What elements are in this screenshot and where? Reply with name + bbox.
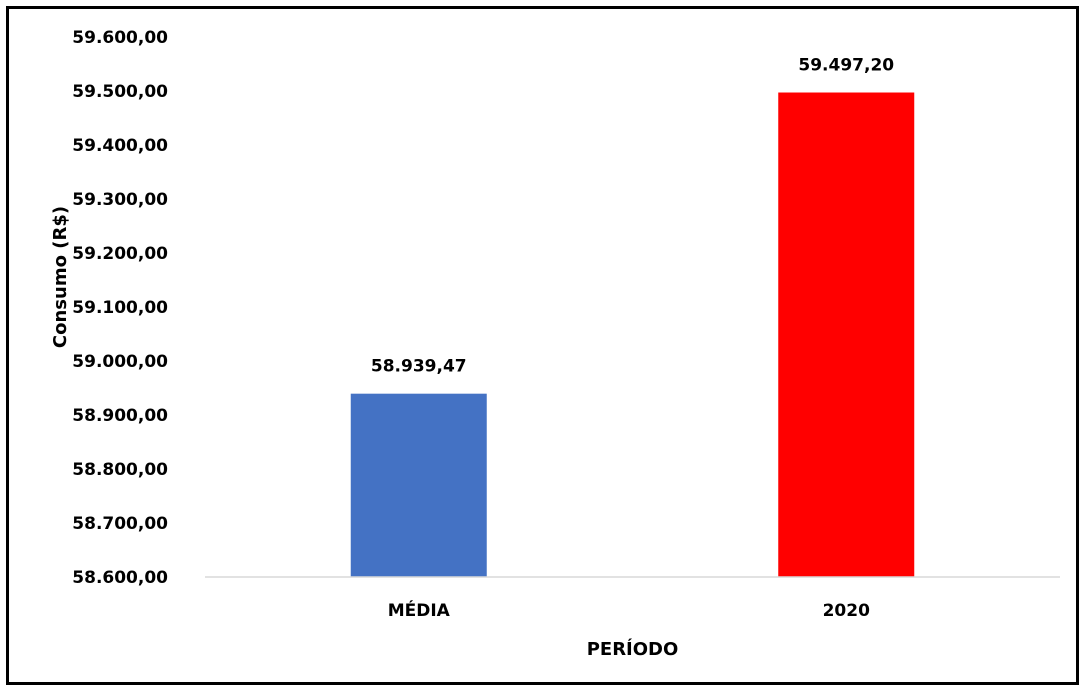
y-tick-label: 58.700,00	[72, 514, 168, 534]
y-tick-label: 59.400,00	[72, 136, 168, 156]
y-axis-ticks: 58.600,00 58.700,00 58.800,00 58.900,00 59.0…	[72, 28, 168, 588]
bar-year-2020	[778, 92, 915, 578]
bar-media	[350, 393, 487, 577]
x-category-label: MÉDIA	[388, 599, 451, 621]
data-labels: 58.939,47 59.497,20	[371, 56, 894, 377]
y-tick-label: 59.600,00	[72, 28, 168, 48]
y-tick-label: 58.800,00	[72, 460, 168, 480]
bars	[350, 92, 915, 578]
y-tick-label: 58.600,00	[72, 568, 168, 588]
y-tick-label: 59.100,00	[72, 298, 168, 318]
y-tick-label: 59.300,00	[72, 190, 168, 210]
y-tick-label: 59.000,00	[72, 352, 168, 372]
y-tick-label: 59.200,00	[72, 244, 168, 264]
x-axis-title: PERÍODO	[587, 638, 679, 660]
data-label: 58.939,47	[371, 357, 467, 377]
x-axis-categories: MÉDIA 2020	[388, 599, 870, 621]
y-axis-title: Consumo (R$)	[50, 206, 71, 348]
data-label: 59.497,20	[798, 56, 894, 76]
x-category-label: 2020	[823, 601, 870, 621]
y-tick-label: 59.500,00	[72, 82, 168, 102]
y-tick-label: 58.900,00	[72, 406, 168, 426]
